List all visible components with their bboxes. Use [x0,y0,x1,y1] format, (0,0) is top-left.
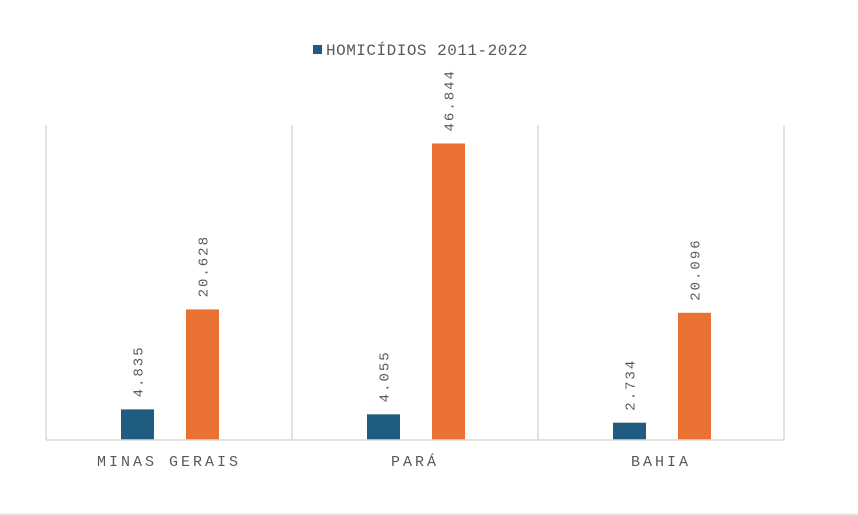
data-labels: 4.835 20.628 4.055 46.844 2.734 20.096 [132,69,705,411]
bar [432,143,465,440]
data-label: 2.734 [624,359,640,411]
legend: HOMICÍDIOS 2011-2022 [313,41,528,60]
bars [121,143,711,440]
bar [186,309,219,440]
category-label: PARÁ [391,453,439,471]
data-label: 46.844 [443,69,459,131]
category-label: MINAS GERAIS [97,454,241,471]
legend-label: HOMICÍDIOS 2011-2022 [326,41,528,60]
data-label: 4.835 [132,345,148,397]
bar [121,409,154,440]
data-label: 20.096 [689,238,705,300]
category-separators [45,125,785,440]
legend-swatch [313,45,322,54]
bar [367,414,400,440]
category-labels: MINAS GERAIS PARÁ BAHIA [97,453,691,471]
data-label: 20.628 [197,235,213,297]
category-label: BAHIA [631,454,691,471]
bar [613,422,646,440]
data-label: 4.055 [378,350,394,402]
bar [678,312,711,440]
